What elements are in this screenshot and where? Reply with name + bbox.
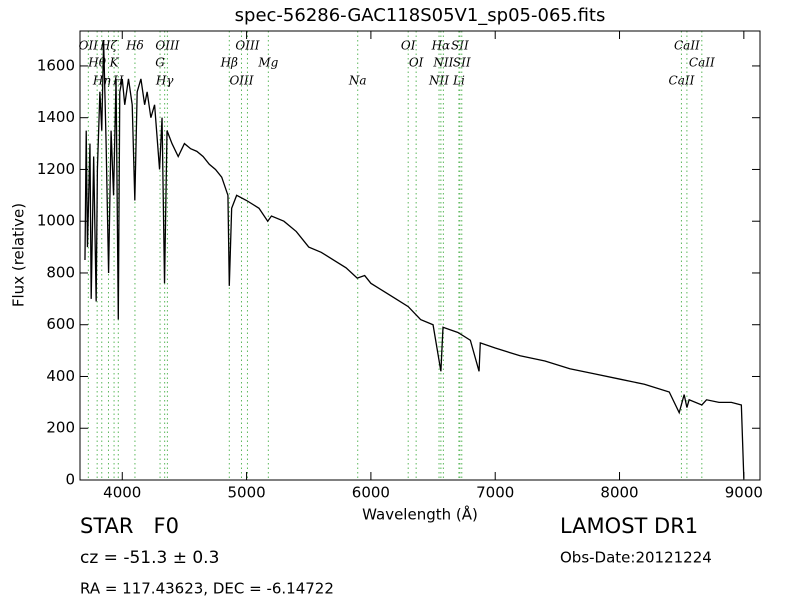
object-class: STAR F0 bbox=[80, 514, 179, 538]
spectral-line-label: OIII bbox=[235, 39, 259, 53]
chart-title: spec-56286-GAC118S05V1_sp05-065.fits bbox=[235, 5, 606, 26]
spectral-line-label: CaII bbox=[669, 74, 695, 88]
obs-date: Obs-Date:20121224 bbox=[560, 549, 712, 567]
y-axis-label: Flux (relative) bbox=[10, 203, 28, 307]
x-tick-label: 6000 bbox=[352, 484, 390, 502]
spectral-line-label: CaII bbox=[689, 56, 715, 70]
spectral-line-label: Hα bbox=[431, 39, 451, 53]
plot-frame bbox=[79, 30, 761, 481]
y-tick-label: 1200 bbox=[37, 160, 75, 178]
spectral-line-label: NII bbox=[428, 74, 449, 88]
spectral-line-label: CaII bbox=[674, 39, 700, 53]
y-tick-label: 800 bbox=[46, 263, 75, 281]
spectral-line-label: OIII bbox=[155, 39, 179, 53]
survey: LAMOST DR1 bbox=[560, 514, 698, 538]
spectral-line-label: SII bbox=[451, 39, 469, 53]
spectral-line-label: Hβ bbox=[220, 56, 238, 70]
spectral-line-label: OIII bbox=[229, 74, 253, 88]
y-tick-label: 200 bbox=[46, 419, 75, 437]
y-tick-label: 0 bbox=[65, 471, 75, 489]
spectral-line-label: OI bbox=[409, 56, 424, 70]
spectrum-line bbox=[84, 40, 745, 479]
x-tick-label: 5000 bbox=[227, 484, 265, 502]
y-tick-label: 400 bbox=[46, 367, 75, 385]
spectral-line-label: K bbox=[109, 56, 120, 70]
spectral-line-label: Na bbox=[348, 74, 367, 88]
spectral-line-label: Hζ bbox=[99, 39, 118, 53]
x-tick-label: 4000 bbox=[103, 484, 141, 502]
y-tick-label: 1000 bbox=[37, 212, 75, 230]
x-tick-label: 7000 bbox=[476, 484, 514, 502]
spectral-line-label: Hγ bbox=[155, 74, 174, 88]
spectral-line-label: OI bbox=[401, 39, 416, 53]
spectral-line-label: Hδ bbox=[125, 39, 144, 53]
spectral-line-label: Hη bbox=[92, 74, 111, 88]
coordinates: RA = 117.43623, DEC = -6.14722 bbox=[80, 580, 334, 598]
spectral-line-label: NII bbox=[432, 56, 453, 70]
x-axis-label: Wavelength (Å) bbox=[362, 505, 478, 524]
x-tick-label: 9000 bbox=[725, 484, 763, 502]
spectral-line-label: Mg bbox=[257, 56, 278, 70]
spectral-line-label: OII bbox=[79, 39, 99, 53]
y-tick-label: 1600 bbox=[37, 56, 75, 74]
x-tick-label: 8000 bbox=[600, 484, 638, 502]
spectral-line-label: SII bbox=[453, 56, 471, 70]
y-tick-label: 600 bbox=[46, 315, 75, 333]
redshift: cz = -51.3 ± 0.3 bbox=[80, 548, 219, 568]
spectral-line-label: Li bbox=[452, 74, 465, 88]
y-tick-label: 1400 bbox=[37, 108, 75, 126]
spectral-line-label: G bbox=[155, 56, 165, 70]
